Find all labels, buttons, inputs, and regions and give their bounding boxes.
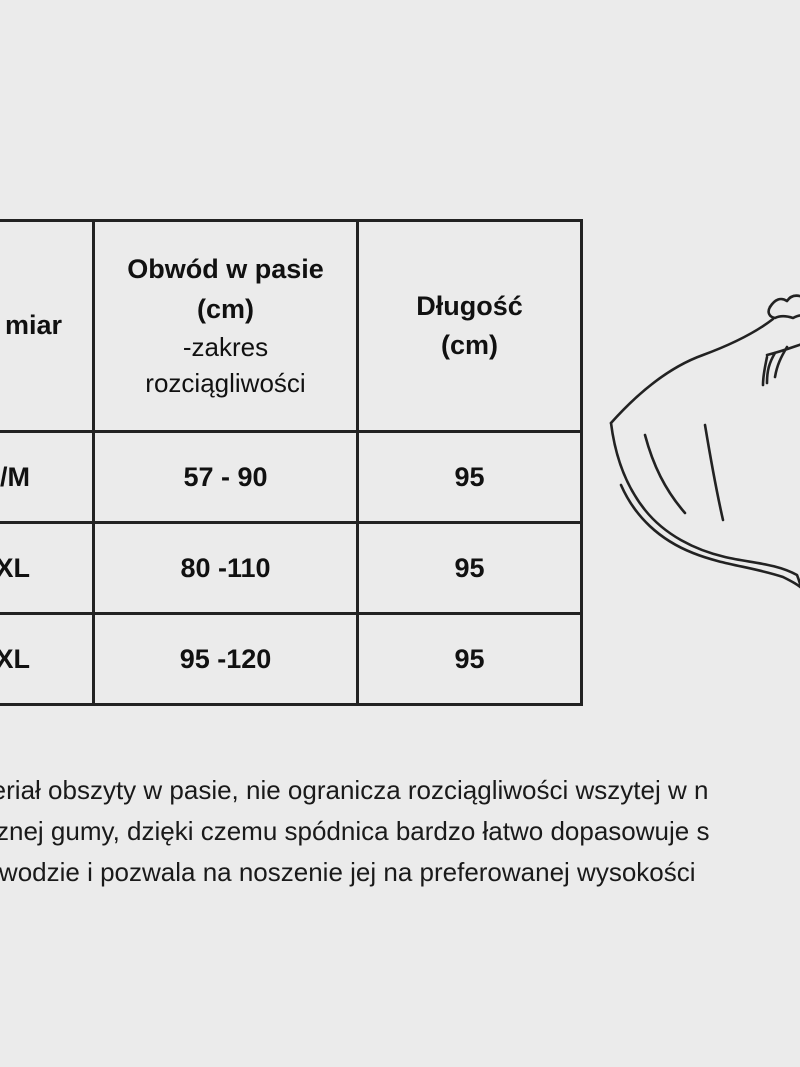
description-text: ateriał obszyty w pasie, nie ogranicza r… bbox=[0, 770, 800, 893]
header-waist-sub2: rozciągliwości bbox=[145, 368, 306, 399]
header-size-label: miar bbox=[4, 310, 62, 341]
header-waist-title: Obwód w pasie bbox=[127, 254, 324, 285]
skirt-illustration-icon bbox=[609, 294, 800, 589]
header-size: miar bbox=[0, 219, 95, 433]
cell-length: 95 bbox=[356, 521, 583, 615]
table-row: /M 57 - 90 95 bbox=[0, 430, 583, 524]
table-row: XL 95 -120 95 bbox=[0, 612, 583, 706]
description-line: ateriał obszyty w pasie, nie ogranicza r… bbox=[0, 775, 709, 805]
cell-size: XL bbox=[0, 612, 95, 706]
cell-size: /M bbox=[0, 430, 95, 524]
size-chart-table: miar Obwód w pasie (cm) -zakres rozciągl… bbox=[0, 219, 583, 706]
cell-waist: 57 - 90 bbox=[92, 430, 359, 524]
header-length-unit: (cm) bbox=[440, 330, 498, 360]
table-header-row: miar Obwód w pasie (cm) -zakres rozciągl… bbox=[0, 219, 583, 433]
description-line: obwodzie i pozwala na noszenie jej na pr… bbox=[0, 857, 696, 887]
header-length-title: Długość bbox=[416, 290, 523, 321]
header-waist-sub1: -zakres bbox=[182, 331, 269, 362]
table-row: XL 80 -110 95 bbox=[0, 521, 583, 615]
cell-size: XL bbox=[0, 521, 95, 615]
cell-waist: 95 -120 bbox=[92, 612, 359, 706]
header-waist-unit: (cm) bbox=[196, 293, 254, 324]
cell-waist: 80 -110 bbox=[92, 521, 359, 615]
header-length: Długość (cm) bbox=[356, 219, 583, 433]
description-line: ycznej gumy, dzięki czemu spódnica bardz… bbox=[0, 816, 710, 846]
header-waist: Obwód w pasie (cm) -zakres rozciągliwośc… bbox=[92, 219, 359, 433]
cell-length: 95 bbox=[356, 612, 583, 706]
cell-length: 95 bbox=[356, 430, 583, 524]
